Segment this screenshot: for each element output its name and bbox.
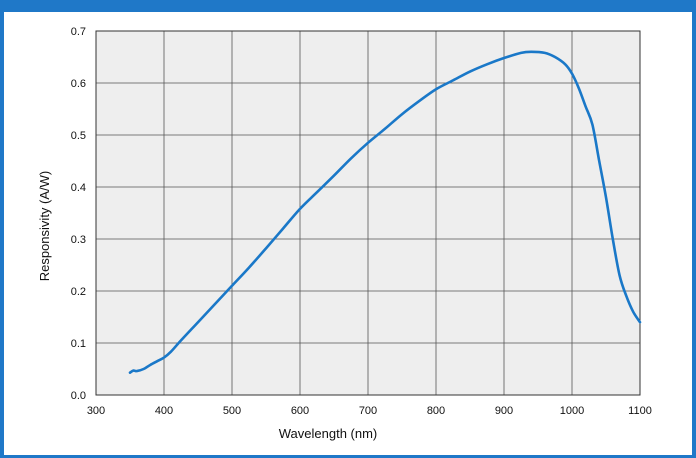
y-tick-label: 0.3 [71, 234, 86, 246]
series-group [128, 50, 642, 374]
y-tick-label: 0.4 [71, 182, 86, 194]
y-tick-label: 0.6 [71, 78, 86, 90]
responsivity-chart: 300 400 500 600 700 800 900 1000 1100 0.00.10.20… [37, 26, 652, 441]
x-tick-label: 900 [495, 405, 513, 417]
x-tick-label: 1100 [628, 405, 652, 417]
series-line [128, 50, 642, 374]
y-tick-label: 0.0 [71, 390, 86, 402]
x-tick-label: 1000 [560, 405, 584, 417]
x-tick-label: 300 [87, 405, 105, 417]
y-tick-label: 0.5 [71, 130, 86, 142]
x-tick-label: 500 [223, 405, 241, 417]
y-axis-label: Responsivity (A/W) [37, 171, 52, 282]
plot-border [95, 30, 641, 396]
x-tick-label: 700 [359, 405, 377, 417]
x-axis-ticks: 300 400 500 600 700 800 900 1000 1100 [87, 405, 652, 417]
x-axis-label: Wavelength (nm) [279, 426, 378, 441]
grid [95, 30, 641, 396]
chart-panel: 300 400 500 600 700 800 900 1000 1100 0.0 0.1 0.2 0… [4, 12, 692, 455]
y-tick-label: 0.2 [71, 286, 86, 298]
x-tick-label: 400 [155, 405, 173, 417]
x-tick-label: 600 [291, 405, 309, 417]
y-tick-label: 0.7 [71, 26, 86, 38]
y-tick-label: 0.1 [71, 338, 86, 350]
x-tick-label: 800 [427, 405, 445, 417]
y-axis-ticks: 0.0 0.1 0.2 0.3 0.4 0.5 0.6 0.7 [71, 26, 86, 402]
